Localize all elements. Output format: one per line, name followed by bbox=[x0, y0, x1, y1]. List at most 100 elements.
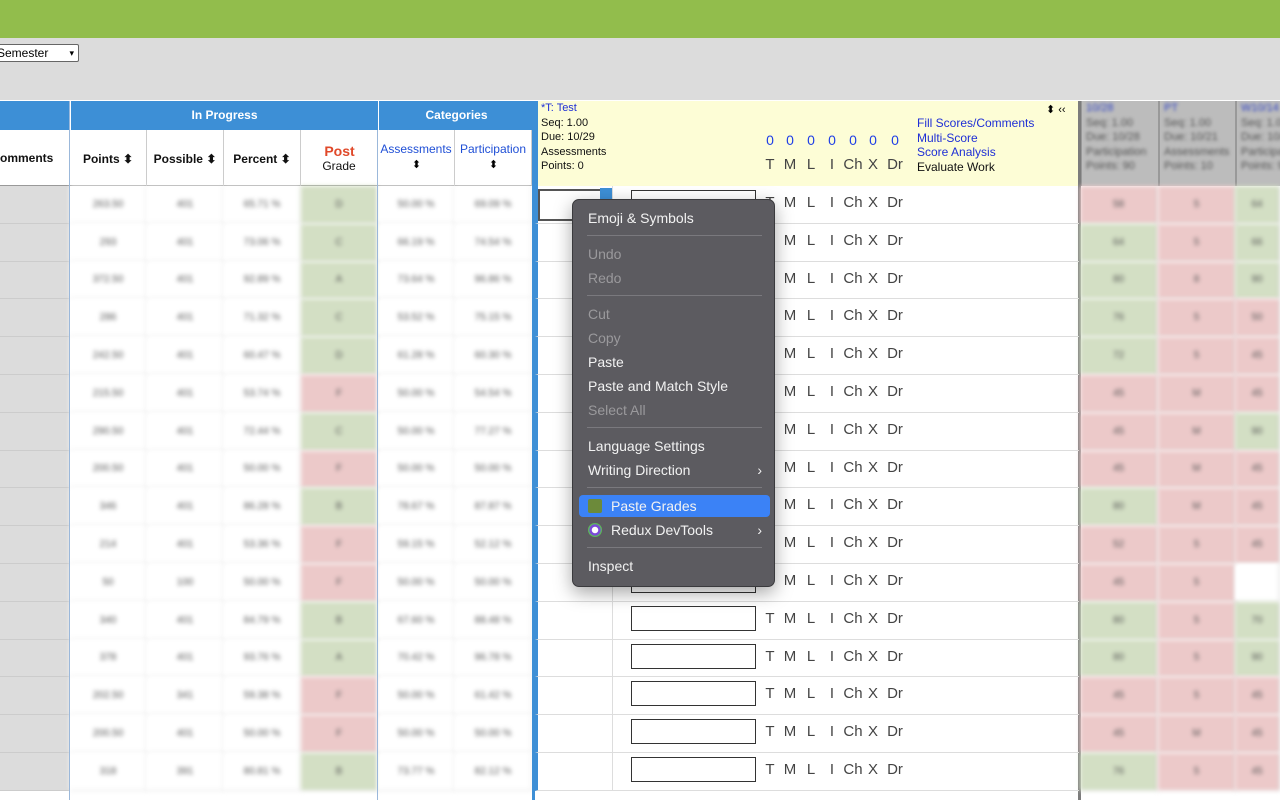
menu-item[interactable]: Writing Direction › bbox=[579, 459, 770, 481]
code: M bbox=[783, 420, 797, 438]
row-label bbox=[0, 715, 70, 753]
count: 0 bbox=[891, 132, 899, 148]
menu-item[interactable]: Paste Grades bbox=[579, 495, 770, 517]
score: 58 bbox=[1080, 186, 1158, 224]
menu-label: Redo bbox=[588, 270, 622, 286]
evaluate-text: Evaluate Work bbox=[917, 159, 995, 174]
cell: 401 bbox=[147, 375, 224, 413]
cell: 290.50 bbox=[70, 412, 147, 451]
cell: 378 bbox=[70, 639, 147, 678]
menu-item[interactable]: Emoji & Symbols bbox=[579, 207, 770, 229]
link[interactable]: Score Analysis bbox=[917, 145, 996, 159]
row-line bbox=[613, 714, 1079, 716]
row-line bbox=[613, 222, 1079, 224]
cell: 69.09 % bbox=[455, 186, 532, 224]
cell: B bbox=[301, 488, 378, 527]
code: X bbox=[867, 194, 878, 211]
menu-item[interactable]: Paste bbox=[579, 351, 770, 373]
menu-item[interactable]: Redux DevTools › bbox=[579, 519, 770, 541]
link[interactable]: Fill Scores/Comments bbox=[917, 116, 1035, 130]
row-label bbox=[0, 639, 70, 678]
score: 45 bbox=[1235, 375, 1280, 413]
cell: 87.87 % bbox=[455, 488, 532, 527]
assignment-header bbox=[535, 101, 1080, 186]
row-label bbox=[0, 412, 70, 451]
column-header: Participation bbox=[455, 130, 532, 186]
cell: 84.79 % bbox=[224, 601, 301, 640]
cell: 73.06 % bbox=[224, 223, 301, 262]
code: L bbox=[806, 345, 816, 363]
score: 5 bbox=[1158, 601, 1236, 640]
code: X bbox=[867, 307, 878, 325]
code: X bbox=[867, 534, 878, 552]
menu-label: Emoji & Symbols bbox=[588, 210, 694, 226]
score: 52 bbox=[1080, 526, 1158, 564]
term-select[interactable]: Semester ▾ bbox=[0, 44, 79, 62]
row-label bbox=[0, 337, 70, 375]
cell: 50.00 % bbox=[378, 677, 455, 716]
code: L bbox=[806, 269, 816, 287]
code: Dr bbox=[887, 685, 903, 703]
count: 0 bbox=[786, 132, 794, 148]
cell: 341 bbox=[147, 677, 224, 716]
code: Dr bbox=[887, 761, 903, 778]
score-cell bbox=[535, 601, 613, 640]
row-line bbox=[613, 563, 1079, 564]
count: 0 bbox=[828, 132, 836, 148]
score: 90 bbox=[1235, 412, 1280, 451]
code: I bbox=[829, 269, 835, 287]
cell: 214 bbox=[70, 526, 147, 564]
comment-input[interactable] bbox=[631, 719, 756, 745]
cell: 401 bbox=[147, 450, 224, 489]
other-info: Seq: 1.00 bbox=[1164, 116, 1212, 129]
cell: 401 bbox=[147, 299, 224, 338]
other-info: Points: 90 bbox=[1241, 160, 1280, 172]
assignment-info: Seq: 1.00 bbox=[541, 116, 589, 129]
comment-input[interactable] bbox=[631, 757, 756, 782]
cell: 242.50 bbox=[70, 337, 147, 375]
link[interactable]: Multi-Score bbox=[917, 130, 978, 145]
cell: 70.42 % bbox=[378, 639, 455, 678]
code: L bbox=[806, 156, 816, 173]
comment-input[interactable] bbox=[631, 681, 756, 707]
menu-item[interactable]: Inspect bbox=[579, 555, 770, 577]
code: M bbox=[783, 496, 797, 514]
cell: B bbox=[301, 753, 378, 791]
menu-item[interactable]: Paste and Match Style bbox=[579, 375, 770, 397]
focus-marker bbox=[600, 188, 612, 200]
menu-label: Redux DevTools bbox=[611, 522, 713, 538]
context-menu[interactable]: Emoji & Symbols Undo Redo Cut Copy Paste Paste… bbox=[572, 199, 775, 587]
menu-label: Writing Direction bbox=[588, 462, 691, 478]
cell: 401 bbox=[147, 337, 224, 375]
code: Ch bbox=[843, 194, 863, 211]
menu-item[interactable]: Language Settings bbox=[579, 435, 770, 457]
cell: 50 bbox=[70, 564, 147, 602]
code: L bbox=[806, 761, 816, 778]
score: 90 bbox=[1235, 261, 1280, 300]
score: 66 bbox=[1235, 223, 1280, 262]
code: M bbox=[783, 685, 797, 703]
code: M bbox=[783, 156, 797, 173]
score: 5 bbox=[1158, 526, 1236, 564]
cell: 50.00 % bbox=[455, 564, 532, 602]
cell: F bbox=[301, 375, 378, 413]
cell: 401 bbox=[147, 488, 224, 527]
score: 80 bbox=[1080, 639, 1158, 678]
cell: D bbox=[301, 337, 378, 375]
menu-label: Inspect bbox=[588, 558, 634, 574]
code: L bbox=[806, 307, 816, 325]
submenu-arrow: › bbox=[757, 522, 762, 538]
score-cell bbox=[535, 639, 613, 678]
comment-input[interactable] bbox=[631, 643, 756, 669]
comment-input[interactable] bbox=[631, 605, 756, 631]
code: I bbox=[829, 572, 835, 589]
score: 45 bbox=[1235, 450, 1280, 489]
other-header bbox=[1158, 101, 1236, 186]
code: Dr bbox=[887, 269, 903, 287]
code: I bbox=[829, 383, 835, 400]
cell: 61.28 % bbox=[378, 337, 455, 375]
code: I bbox=[829, 761, 835, 778]
menu-label: Copy bbox=[588, 330, 621, 346]
select-text: Semester bbox=[0, 46, 49, 60]
column-header: omments bbox=[0, 130, 70, 186]
